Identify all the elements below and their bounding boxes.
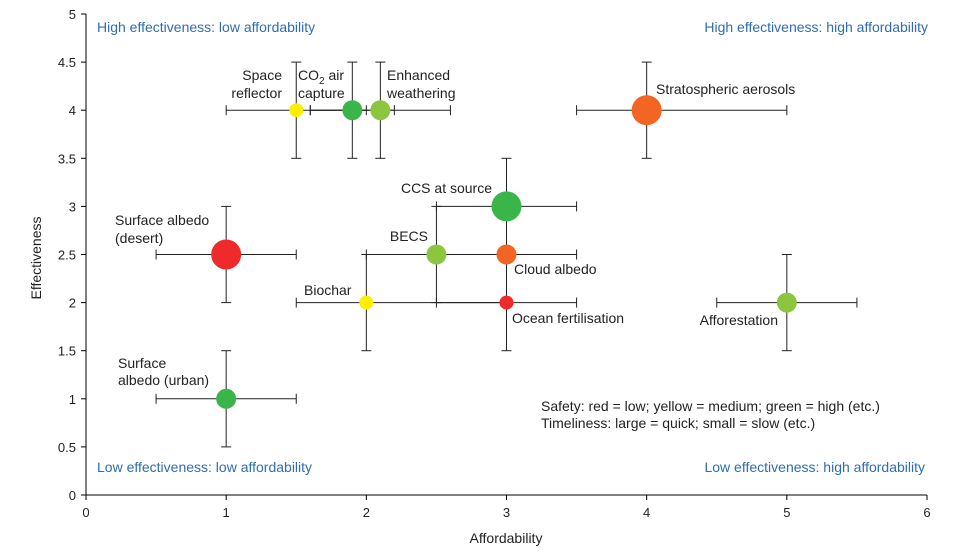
- x-tick-label: 2: [363, 505, 370, 520]
- x-tick-label: 3: [503, 505, 510, 520]
- quadrant-label-top-left: High effectiveness: low affordability: [97, 19, 315, 35]
- label-becs: BECS: [390, 228, 428, 244]
- y-axis-label: Effectiveness: [28, 216, 44, 299]
- legend-timeliness: Timeliness: large = quick; small = slow …: [541, 415, 815, 431]
- quadrant-label-top-right: High effectiveness: high affordability: [704, 19, 928, 35]
- y-tick-label: 4.5: [58, 55, 76, 70]
- x-tick-label: 4: [643, 505, 650, 520]
- quadrant-label-bottom-right: Low effectiveness: high affordability: [704, 459, 925, 475]
- label-stratospheric-aerosols: Stratospheric aerosols: [656, 81, 795, 97]
- y-tick-label: 5: [69, 7, 76, 22]
- label-afforestation: Afforestation: [700, 312, 778, 328]
- label-space-reflector-line2: reflector: [231, 85, 282, 101]
- label-surface-albedo-urban: Surface: [118, 355, 166, 371]
- y-tick-label: 3: [69, 199, 76, 214]
- marker-stratospheric-aerosols: [631, 95, 662, 126]
- marker-surface-albedo-urban: [216, 388, 237, 409]
- label-cloud-albedo: Cloud albedo: [514, 261, 597, 277]
- quadrant-label-bottom-left: Low effectiveness: low affordability: [97, 459, 312, 475]
- label-surface-albedo-urban-line2: albedo (urban): [118, 372, 209, 388]
- label-co2-air-capture-line2: capture: [298, 85, 345, 101]
- label-ccs-at-source: CCS at source: [401, 180, 492, 196]
- y-tick-label: 3.5: [58, 151, 76, 166]
- y-tick-label: 1: [69, 392, 76, 407]
- marker-cloud-albedo: [496, 244, 517, 265]
- y-tick-label: 2: [69, 296, 76, 311]
- label-space-reflector: Space: [242, 67, 282, 83]
- y-tick-label: 1.5: [58, 344, 76, 359]
- x-axis-label: Affordability: [470, 530, 543, 546]
- x-tick-label: 1: [223, 505, 230, 520]
- label-co2-air-capture: CO2 air: [298, 67, 344, 87]
- legend-safety: Safety: red = low; yellow = medium; gree…: [541, 398, 880, 414]
- y-tick-label: 0: [69, 488, 76, 503]
- y-tick-label: 4: [69, 103, 76, 118]
- marker-space-reflector: [289, 103, 304, 118]
- y-tick-label: 0.5: [58, 440, 76, 455]
- y-tick-label: 2.5: [58, 248, 76, 263]
- marker-afforestation: [776, 292, 797, 313]
- label-enhanced-weathering: Enhanced: [387, 67, 450, 83]
- label-surface-albedo-desert-line2: (desert): [115, 230, 163, 246]
- label-biochar: Biochar: [304, 282, 352, 298]
- label-enhanced-weathering-line2: weathering: [386, 85, 456, 101]
- marker-surface-albedo-desert: [211, 239, 242, 270]
- label-ocean-fertilisation: Ocean fertilisation: [512, 310, 624, 326]
- marker-biochar: [359, 295, 374, 310]
- marker-enhanced-weathering: [370, 100, 391, 121]
- x-tick-label: 6: [923, 505, 930, 520]
- marker-ccs-at-source: [491, 191, 522, 222]
- x-tick-label: 0: [82, 505, 89, 520]
- marker-co2-air-capture: [342, 100, 363, 121]
- x-tick-label: 5: [783, 505, 790, 520]
- axes: 0 1 2 3 4 5 6 0 0.5 1 1.5 2 2.5 3 3.5 4 4.5 5: [58, 7, 931, 520]
- markers: [211, 95, 797, 409]
- label-surface-albedo-desert: Surface albedo: [115, 212, 209, 228]
- marker-ocean-fertilisation: [499, 295, 514, 310]
- marker-becs: [426, 244, 447, 265]
